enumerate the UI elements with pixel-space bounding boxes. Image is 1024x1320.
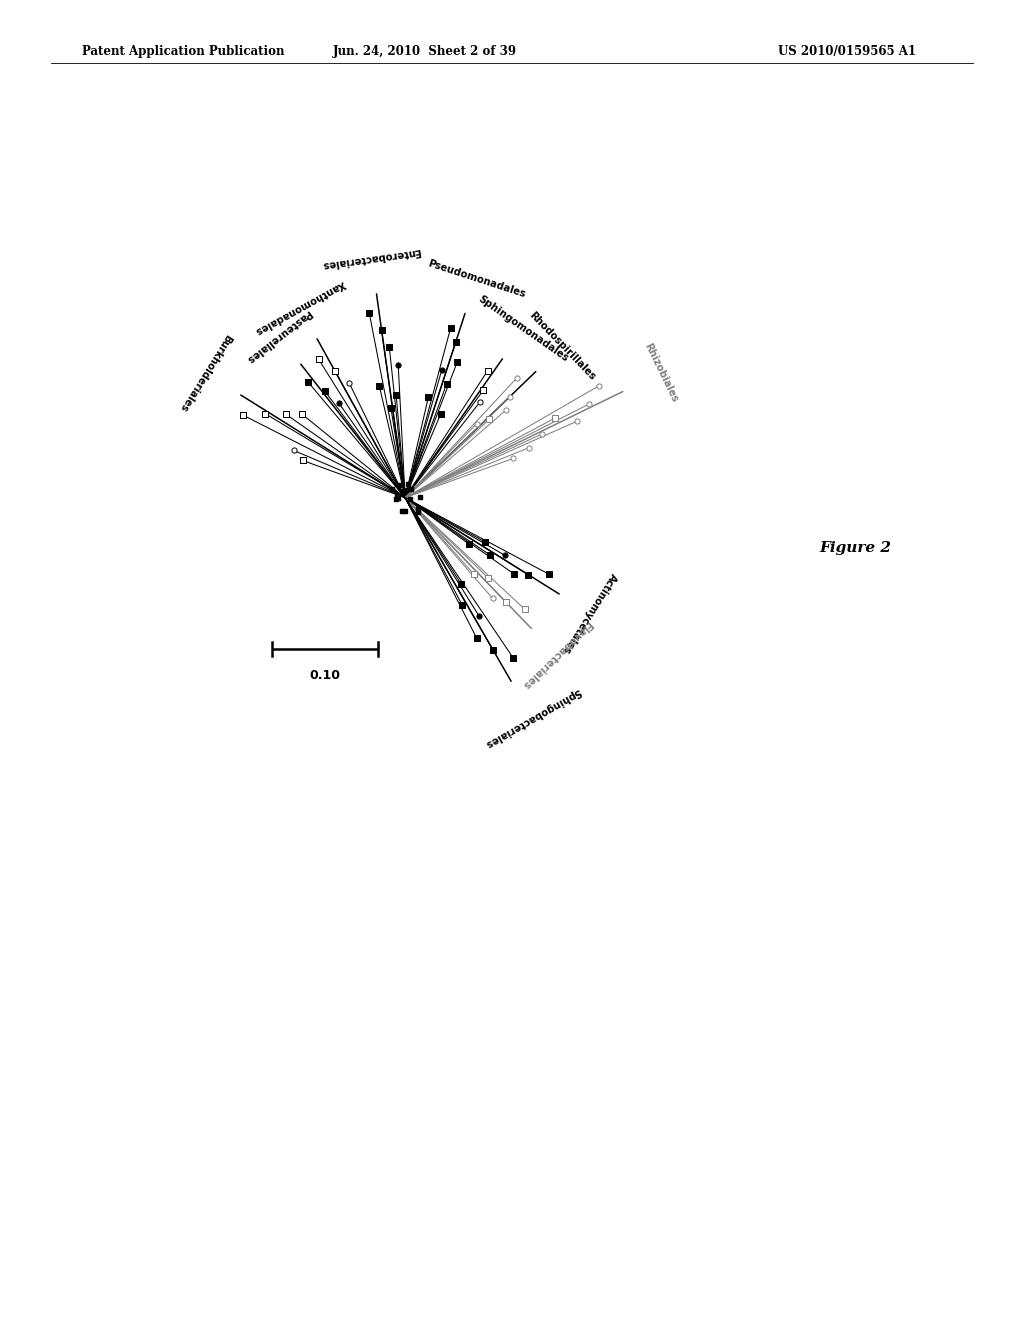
Point [295, 450, 311, 471]
Point [482, 545, 499, 566]
Point [591, 375, 607, 396]
Point [581, 393, 597, 414]
Text: Sphingomonadales: Sphingomonadales [476, 294, 570, 364]
Point [442, 318, 459, 339]
Text: Rhodospirillales: Rhodospirillales [527, 310, 597, 383]
Point [450, 351, 466, 372]
Point [506, 564, 522, 585]
Point [412, 486, 428, 507]
Point [505, 447, 521, 469]
Point [479, 568, 496, 589]
Point [484, 587, 501, 609]
Point [542, 564, 558, 585]
Point [498, 400, 514, 421]
Point [471, 606, 487, 627]
Point [389, 486, 406, 507]
Point [479, 360, 496, 381]
Point [374, 319, 390, 341]
Point [236, 405, 252, 426]
Text: US 2010/0159565 A1: US 2010/0159565 A1 [778, 45, 916, 58]
Point [393, 500, 410, 521]
Point [397, 479, 414, 500]
Text: Pasteurellales: Pasteurellales [244, 308, 313, 364]
Point [395, 480, 412, 502]
Text: Enterobacteriales: Enterobacteriales [322, 246, 422, 269]
Point [383, 397, 399, 418]
Text: Flavobacteriales: Flavobacteriales [519, 619, 594, 690]
Text: Burkholderiales: Burkholderiales [177, 333, 232, 413]
Point [388, 488, 404, 510]
Point [468, 413, 484, 434]
Point [257, 403, 273, 424]
Point [371, 375, 387, 396]
Point [481, 409, 498, 430]
Point [310, 348, 327, 370]
Point [447, 331, 464, 352]
Point [516, 599, 532, 620]
Point [316, 380, 333, 401]
Point [400, 474, 417, 495]
Point [535, 424, 551, 445]
Text: Jun. 24, 2010  Sheet 2 of 39: Jun. 24, 2010 Sheet 2 of 39 [333, 45, 517, 58]
Point [390, 475, 407, 496]
Point [331, 393, 347, 414]
Point [468, 627, 484, 648]
Point [381, 337, 397, 358]
Text: Actinomycetales: Actinomycetales [561, 572, 618, 655]
Text: 0.10: 0.10 [309, 669, 340, 682]
Point [327, 360, 343, 381]
Point [278, 404, 294, 425]
Point [461, 533, 477, 554]
Point [547, 408, 563, 429]
Text: Xanthomonadales: Xanthomonadales [253, 279, 346, 337]
Point [497, 545, 513, 566]
Point [341, 372, 357, 393]
Point [402, 488, 419, 510]
Point [434, 359, 451, 380]
Point [438, 374, 455, 395]
Point [286, 440, 302, 461]
Point [498, 591, 514, 612]
Point [520, 564, 537, 585]
Point [397, 500, 414, 521]
Text: Figure 2: Figure 2 [819, 541, 891, 554]
Point [410, 498, 426, 519]
Text: Pseudomonadales: Pseudomonadales [426, 259, 526, 300]
Point [402, 478, 419, 499]
Point [390, 354, 407, 375]
Point [568, 411, 585, 432]
Point [484, 639, 501, 660]
Text: Sphingobacteriales: Sphingobacteriales [482, 686, 582, 750]
Point [471, 392, 487, 413]
Point [475, 379, 492, 400]
Point [390, 487, 407, 508]
Point [454, 594, 470, 615]
Text: Rhizobiales: Rhizobiales [642, 342, 680, 404]
Point [410, 502, 426, 523]
Point [453, 573, 469, 594]
Point [476, 531, 493, 552]
Point [420, 387, 436, 408]
Point [384, 479, 400, 500]
Point [505, 648, 521, 669]
Point [300, 371, 316, 392]
Point [520, 437, 537, 458]
Point [388, 384, 404, 405]
Point [466, 564, 482, 585]
Text: Patent Application Publication: Patent Application Publication [82, 45, 285, 58]
Point [432, 404, 449, 425]
Point [502, 387, 518, 408]
Point [509, 367, 525, 388]
Point [294, 404, 310, 425]
Point [361, 302, 378, 323]
